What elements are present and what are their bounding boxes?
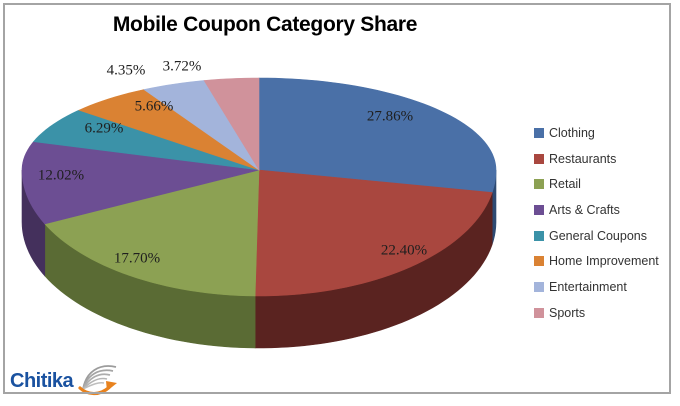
legend-label: Restaurants [549,151,617,166]
legend-label: Clothing [549,125,595,140]
legend-label: Entertainment [549,279,627,294]
legend-label: General Coupons [549,228,647,243]
legend-item: Arts & Crafts [534,197,659,223]
pie-slice [203,77,260,172]
pie-slice [258,77,497,193]
pie-data-label: 3.72% [163,58,202,74]
pie-slice [143,80,260,171]
legend-swatch [534,127,544,138]
legend-label: Retail [549,177,581,192]
pie-data-label: 17.70% [114,250,160,266]
logo-text: Chitika [10,370,74,392]
pie-slice [32,109,260,171]
pie-slice [44,169,260,297]
legend-item: Restaurants [534,146,659,172]
legend-item: Home Improvement [534,248,659,274]
legend-item: Entertainment [534,274,659,300]
legend-swatch [534,307,544,318]
legend-label: Arts & Crafts [549,202,620,217]
pie-data-label: 12.02% [38,167,84,183]
logo-swoosh-icon [78,365,118,396]
legend-label: Sports [549,305,586,320]
legend-item: Retail [534,171,659,197]
legend: Clothing Restaurants Retail Arts & Crafts Ge… [534,120,659,326]
pie-data-label: 5.66% [135,98,174,114]
legend-swatch [534,179,544,190]
pie-slice [78,89,260,171]
pie-data-label: 22.40% [381,242,427,258]
legend-swatch [534,256,544,267]
legend-swatch [534,281,544,292]
legend-swatch [534,153,544,164]
pie-data-label: 6.29% [85,120,124,136]
pie-slice [254,169,493,297]
legend-item: General Coupons [534,223,659,249]
pie-slice [21,141,260,225]
legend-swatch [534,230,544,241]
legend-label: Home Improvement [549,254,659,269]
pie-data-label: 27.86% [367,108,413,124]
legend-swatch [534,204,544,215]
legend-item: Sports [534,300,659,326]
pie-data-label: 4.35% [107,62,146,78]
chitika-logo: Chitika [10,360,121,398]
legend-item: Clothing [534,120,659,146]
chart-title: Mobile Coupon Category Share [112,13,418,36]
